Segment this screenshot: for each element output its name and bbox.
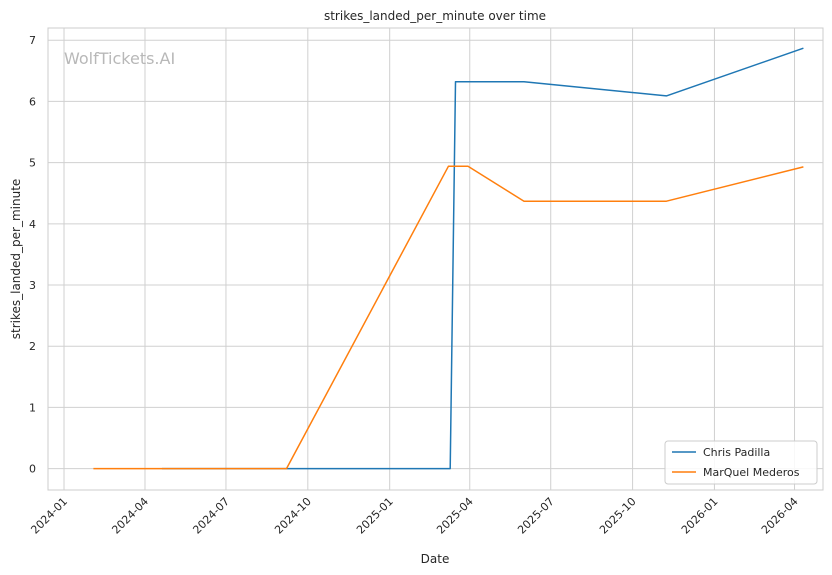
x-tick-label: 2025-07 <box>515 495 557 537</box>
series-line-chris-padilla <box>161 47 804 470</box>
y-tick-label: 2 <box>29 340 36 353</box>
x-tick-labels: 2024-01 2024-04 2024-07 2024-10 2025-01 2025-… <box>28 495 800 537</box>
plot-area <box>47 27 824 491</box>
x-tick-label: 2024-07 <box>190 495 232 537</box>
series-line-marquel-mederos <box>93 165 804 470</box>
legend: Chris Padilla MarQuel Mederos <box>664 440 818 485</box>
x-tick-label: 2026-01 <box>679 495 721 537</box>
x-tick-label: 2024-04 <box>109 495 151 537</box>
legend-box <box>664 440 818 485</box>
legend-label-chris-padilla: Chris Padilla <box>703 446 770 459</box>
y-tick-label: 0 <box>29 463 36 476</box>
series-lines <box>93 47 804 470</box>
y-tick-labels: 0 1 2 3 4 5 6 7 <box>29 34 36 475</box>
y-tick-label: 1 <box>29 401 36 414</box>
y-tick-label: 5 <box>29 157 36 170</box>
y-tick-label: 6 <box>29 95 36 108</box>
legend-label-marquel-mederos: MarQuel Mederos <box>703 466 800 479</box>
x-axis-label: Date <box>421 552 450 566</box>
y-tick-label: 3 <box>29 279 36 292</box>
x-tick-label: 2024-10 <box>272 495 314 537</box>
chart-title: strikes_landed_per_minute over time <box>324 9 546 23</box>
x-tick-label: 2025-01 <box>354 495 396 537</box>
y-axis-label: strikes_landed_per_minute <box>9 179 23 340</box>
x-tick-label: 2024-01 <box>28 495 70 537</box>
y-tick-label: 4 <box>29 218 36 231</box>
x-tick-label: 2025-10 <box>597 495 639 537</box>
x-tick-label: 2025-04 <box>434 495 476 537</box>
x-tick-label: 2026-04 <box>759 495 801 537</box>
watermark: WolfTickets.AI <box>64 49 175 68</box>
y-tick-label: 7 <box>29 34 36 47</box>
